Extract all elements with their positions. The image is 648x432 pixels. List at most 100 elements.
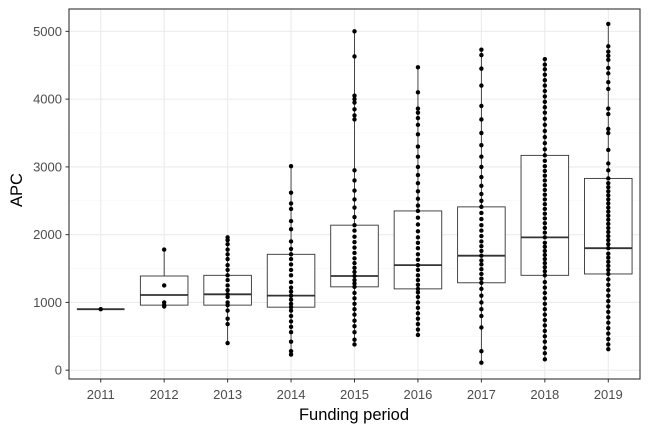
- data-point: [606, 241, 611, 247]
- data-point: [542, 334, 548, 339]
- data-point: [606, 304, 611, 309]
- data-point: [415, 164, 421, 170]
- data-point: [606, 176, 611, 181]
- data-point: [352, 197, 357, 202]
- x-tick-label: 2014: [277, 387, 306, 402]
- data-point: [479, 253, 484, 258]
- data-point: [479, 66, 484, 71]
- data-point: [606, 126, 611, 132]
- data-point: [606, 209, 611, 214]
- points-2018: [542, 56, 548, 362]
- data-point: [288, 252, 294, 257]
- data-point: [606, 336, 611, 342]
- data-point: [479, 313, 484, 319]
- data-point: [542, 158, 548, 163]
- x-tick-label: 2018: [530, 387, 559, 402]
- data-point: [288, 319, 294, 324]
- data-point: [606, 217, 611, 222]
- data-point: [415, 257, 421, 262]
- x-tick-label: 2011: [87, 387, 115, 402]
- data-point: [352, 312, 357, 317]
- data-point: [288, 218, 294, 224]
- data-point: [479, 183, 484, 189]
- data-point: [479, 325, 484, 330]
- data-point: [415, 215, 421, 220]
- points-2016: [415, 65, 421, 338]
- data-point: [606, 309, 611, 315]
- data-point: [479, 271, 484, 277]
- data-point: [542, 252, 548, 258]
- data-point: [352, 96, 357, 102]
- plot-panel: [68, 8, 641, 380]
- data-point: [352, 205, 357, 210]
- data-point: [415, 154, 421, 159]
- data-point: [542, 323, 548, 328]
- data-point: [225, 235, 230, 240]
- data-point: [542, 345, 548, 351]
- data-point: [479, 228, 484, 233]
- data-point: [479, 349, 484, 354]
- data-point: [542, 168, 548, 174]
- data-point: [415, 229, 421, 234]
- data-point: [606, 267, 611, 273]
- data-point: [542, 62, 548, 67]
- data-point: [479, 248, 484, 254]
- data-point: [606, 233, 611, 239]
- data-point: [352, 107, 357, 112]
- data-point: [415, 203, 421, 208]
- data-point: [542, 260, 548, 266]
- data-point: [352, 330, 357, 335]
- data-point: [225, 292, 230, 297]
- data-point: [479, 307, 484, 312]
- data-point: [352, 239, 357, 245]
- data-point: [415, 327, 421, 332]
- data-point: [606, 21, 611, 27]
- x-tick-label: 2017: [467, 387, 496, 402]
- data-point: [542, 153, 548, 158]
- data-point: [288, 289, 294, 294]
- data-point: [288, 349, 294, 354]
- data-point: [352, 323, 357, 329]
- data-point: [606, 111, 611, 117]
- data-point: [479, 267, 484, 272]
- data-point: [479, 174, 484, 180]
- data-point: [606, 293, 611, 298]
- data-point: [161, 247, 167, 252]
- data-point: [542, 128, 548, 134]
- data-point: [479, 293, 484, 298]
- data-point: [415, 180, 421, 186]
- data-point: [352, 256, 357, 261]
- data-point: [606, 53, 611, 58]
- data-point: [352, 29, 357, 34]
- data-point: [606, 197, 611, 202]
- data-point: [542, 134, 548, 140]
- data-point: [415, 277, 421, 283]
- data-point: [606, 255, 611, 260]
- data-point: [225, 267, 230, 273]
- data-point: [479, 222, 484, 228]
- data-point: [542, 105, 548, 110]
- data-point: [479, 52, 484, 58]
- data-point: [225, 308, 230, 313]
- data-point: [542, 307, 548, 312]
- data-point: [606, 79, 611, 85]
- data-point: [288, 246, 294, 252]
- points-2013: [225, 235, 230, 346]
- data-point: [606, 259, 611, 264]
- data-point: [225, 277, 230, 283]
- data-point: [542, 192, 548, 197]
- data-point: [542, 269, 548, 274]
- data-point: [479, 286, 484, 292]
- data-point: [415, 106, 421, 111]
- points-2019: [606, 21, 611, 352]
- data-point: [415, 246, 421, 251]
- data-point: [479, 130, 484, 136]
- data-point: [352, 269, 357, 275]
- data-point: [542, 240, 548, 245]
- data-point: [352, 178, 357, 183]
- data-point: [542, 182, 548, 188]
- data-point: [479, 154, 484, 159]
- data-point: [288, 324, 294, 330]
- data-point: [415, 267, 421, 273]
- y-tick-label: 1000: [33, 295, 62, 310]
